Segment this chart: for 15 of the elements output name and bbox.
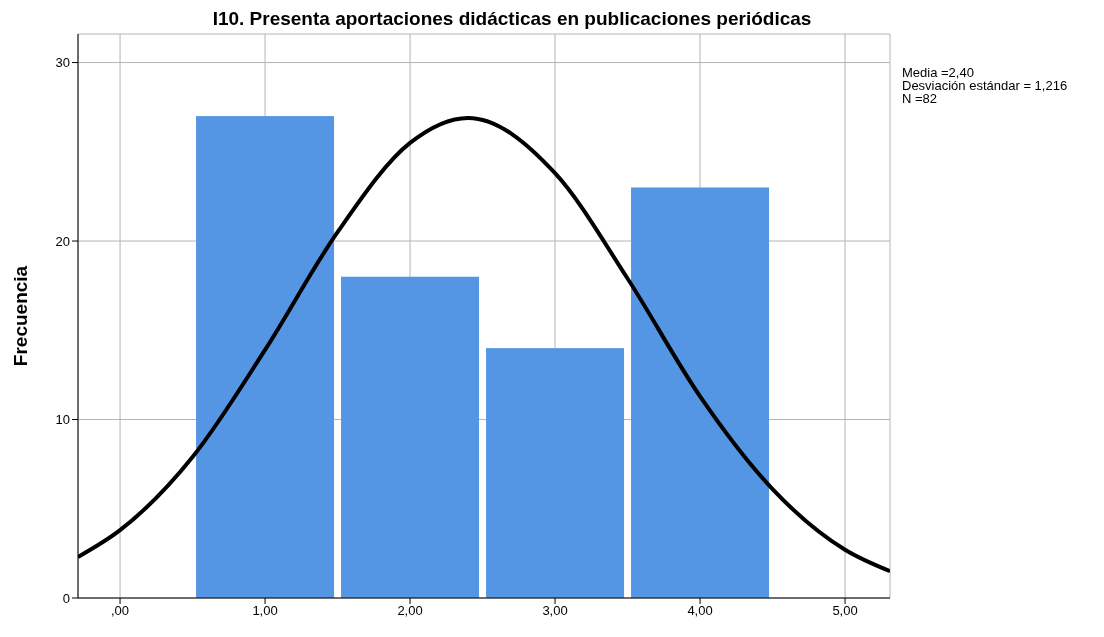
text: Desviación estándar = 1,216 bbox=[902, 78, 1068, 93]
x-tick-label: 5,00 bbox=[832, 603, 858, 619]
y-axis-title: Frecuencia bbox=[9, 265, 31, 367]
x-tick-label: 1,00 bbox=[252, 603, 278, 619]
x-tick-label: ,00 bbox=[111, 603, 130, 619]
y-tick-label: 20 bbox=[55, 233, 70, 249]
x-tick-label: 2,00 bbox=[397, 603, 423, 619]
x-tick-label: 3,00 bbox=[542, 603, 568, 619]
x-tick-label: 4,00 bbox=[687, 603, 713, 619]
chart-title: I10. Presenta aportaciones didácticas en publicaciones periódicas bbox=[211, 8, 813, 30]
y-tick-label: 30 bbox=[55, 55, 70, 71]
y-tick-label: 0 bbox=[62, 590, 70, 606]
y-tick-label: 10 bbox=[55, 412, 70, 428]
text: Media =2,40 bbox=[902, 65, 975, 80]
text: N =82 bbox=[902, 91, 939, 106]
